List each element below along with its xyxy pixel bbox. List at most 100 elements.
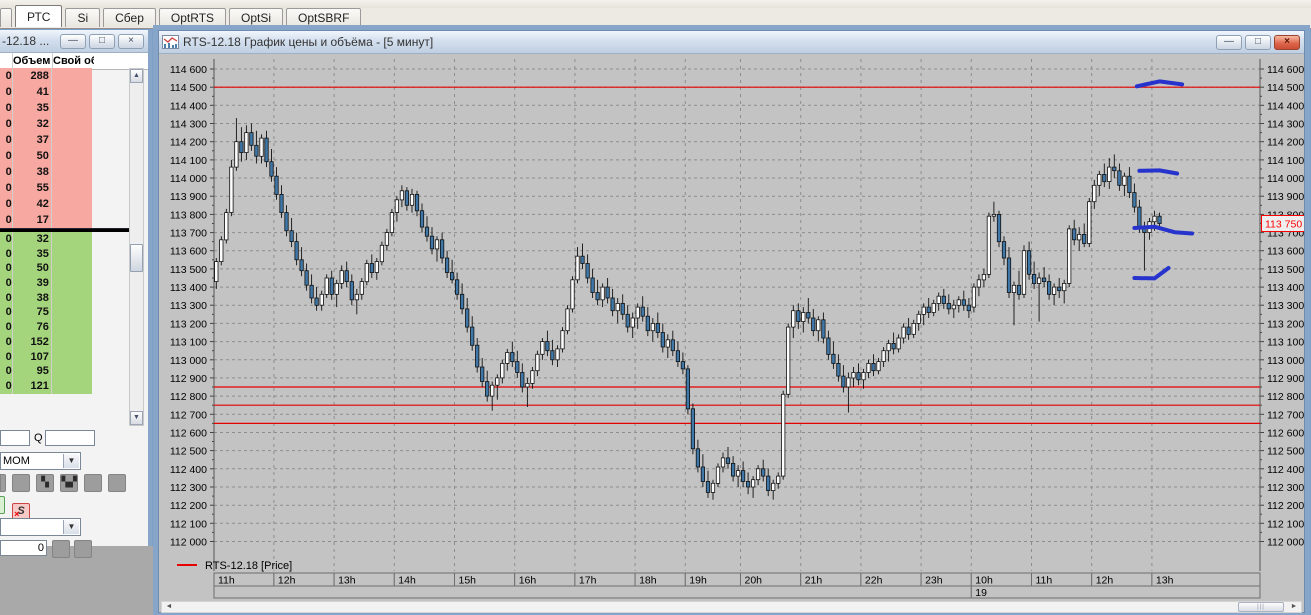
candle[interactable] — [1132, 192, 1137, 208]
tab-РТС[interactable]: РТС — [15, 5, 63, 27]
candle[interactable] — [675, 350, 681, 363]
candle[interactable] — [259, 137, 264, 157]
scroll-right-icon[interactable]: ► — [1290, 603, 1298, 610]
candle[interactable] — [816, 319, 821, 332]
candle[interactable] — [530, 370, 535, 384]
candle[interactable] — [434, 239, 440, 250]
ask-row[interactable]: 0 55 — [0, 180, 131, 196]
candle[interactable] — [374, 261, 379, 273]
candle[interactable] — [826, 337, 831, 355]
orderbook-restore-button[interactable]: □ — [89, 33, 115, 49]
candle[interactable] — [625, 313, 630, 328]
candle[interactable] — [1152, 215, 1157, 223]
candle[interactable] — [424, 226, 430, 237]
orderbook-titlebar[interactable]: -12.18 ... — □ × — [0, 30, 148, 53]
candle[interactable] — [856, 372, 861, 381]
candle[interactable] — [269, 161, 274, 177]
candle[interactable] — [304, 270, 309, 286]
candle[interactable] — [510, 352, 515, 363]
candle[interactable] — [585, 263, 590, 279]
bid-row[interactable]: 0 38 — [0, 290, 131, 306]
candle[interactable] — [439, 239, 445, 259]
candle[interactable] — [254, 144, 259, 157]
candle[interactable] — [1062, 282, 1067, 292]
candle[interactable] — [480, 366, 485, 382]
candle[interactable] — [244, 132, 249, 153]
candle[interactable] — [339, 270, 344, 284]
candle[interactable] — [379, 244, 384, 263]
ask-row[interactable]: 0 288 — [0, 68, 131, 84]
chevron-down-icon[interactable]: ▼ — [63, 520, 79, 534]
candle[interactable] — [264, 137, 269, 163]
candle[interactable] — [284, 212, 289, 232]
candle[interactable] — [741, 470, 746, 482]
candle[interactable] — [725, 457, 731, 464]
trend-annotation-line[interactable] — [1132, 266, 1171, 281]
chart-close-button[interactable]: × — [1274, 34, 1300, 50]
scroll-down-icon[interactable]: ▼ — [130, 411, 143, 425]
candle[interactable] — [941, 295, 946, 304]
candle[interactable] — [234, 141, 239, 168]
candle[interactable] — [695, 448, 701, 468]
chart-scroll-thumb[interactable]: ||| — [1238, 602, 1284, 612]
toolbar-button-5[interactable] — [108, 474, 127, 492]
candle[interactable] — [806, 312, 811, 319]
trend-annotation-line[interactable] — [1137, 168, 1180, 176]
candle[interactable] — [986, 215, 992, 275]
candle[interactable] — [791, 310, 796, 328]
confirm-button-fragment[interactable] — [0, 496, 5, 514]
cancel-stop-orders-button[interactable]: S × — [12, 503, 31, 521]
candle[interactable] — [600, 286, 605, 301]
candle[interactable] — [459, 293, 465, 310]
volume-column-header[interactable]: Объем — [12, 53, 51, 69]
toolbar-button-3[interactable]: ▚▞ — [60, 474, 79, 492]
candle[interactable] — [229, 166, 234, 213]
candle[interactable] — [324, 277, 329, 295]
candle[interactable] — [971, 286, 977, 308]
candle[interactable] — [906, 326, 911, 335]
candle[interactable] — [444, 257, 450, 273]
chart-horizontal-scrollbar[interactable]: ◄ ||| ► — [161, 601, 1302, 613]
candle[interactable] — [404, 190, 409, 206]
candle[interactable] — [756, 468, 761, 481]
candle[interactable] — [635, 306, 640, 319]
amount-button-1[interactable] — [52, 540, 70, 558]
candle[interactable] — [1016, 284, 1022, 295]
candle[interactable] — [836, 362, 841, 377]
bid-row[interactable]: 0 95 — [0, 364, 131, 379]
ask-row[interactable]: 0 17 — [0, 212, 131, 228]
tab-OptSBRF[interactable]: OptSBRF — [286, 8, 362, 27]
candle[interactable] — [731, 462, 736, 477]
candle[interactable] — [1067, 228, 1072, 284]
candle[interactable] — [966, 304, 971, 312]
candle[interactable] — [946, 302, 951, 310]
candle[interactable] — [871, 362, 876, 372]
candle[interactable] — [1107, 166, 1112, 182]
price-chart[interactable]: 114 600 114 600 114 500 114 500 114 400 114 4… — [159, 53, 1304, 599]
candle[interactable] — [565, 308, 570, 332]
candle[interactable] — [219, 239, 224, 263]
candle[interactable] — [329, 277, 334, 295]
candle[interactable] — [1117, 170, 1122, 186]
candle[interactable] — [811, 317, 816, 332]
toolbar-button-4[interactable] — [84, 474, 103, 492]
candle[interactable] — [655, 322, 660, 333]
candle[interactable] — [801, 312, 806, 323]
toolbar-button-1[interactable] — [12, 474, 31, 492]
candle[interactable] — [956, 299, 961, 306]
candle[interactable] — [896, 337, 901, 350]
candle[interactable] — [660, 332, 665, 348]
candle[interactable] — [841, 375, 846, 388]
candle[interactable] — [1082, 233, 1087, 244]
candle[interactable] — [720, 457, 726, 468]
scroll-left-icon[interactable]: ◄ — [165, 603, 173, 610]
tab-OptSi[interactable]: OptSi — [229, 8, 284, 27]
x-axis-date-cell[interactable] — [970, 585, 1261, 599]
candle[interactable] — [710, 482, 716, 493]
chart-minimize-button[interactable]: — — [1216, 34, 1242, 50]
candle[interactable] — [399, 190, 404, 201]
candle[interactable] — [1001, 241, 1007, 259]
candle[interactable] — [490, 384, 495, 397]
candle[interactable] — [921, 306, 926, 315]
candle[interactable] — [359, 281, 364, 295]
